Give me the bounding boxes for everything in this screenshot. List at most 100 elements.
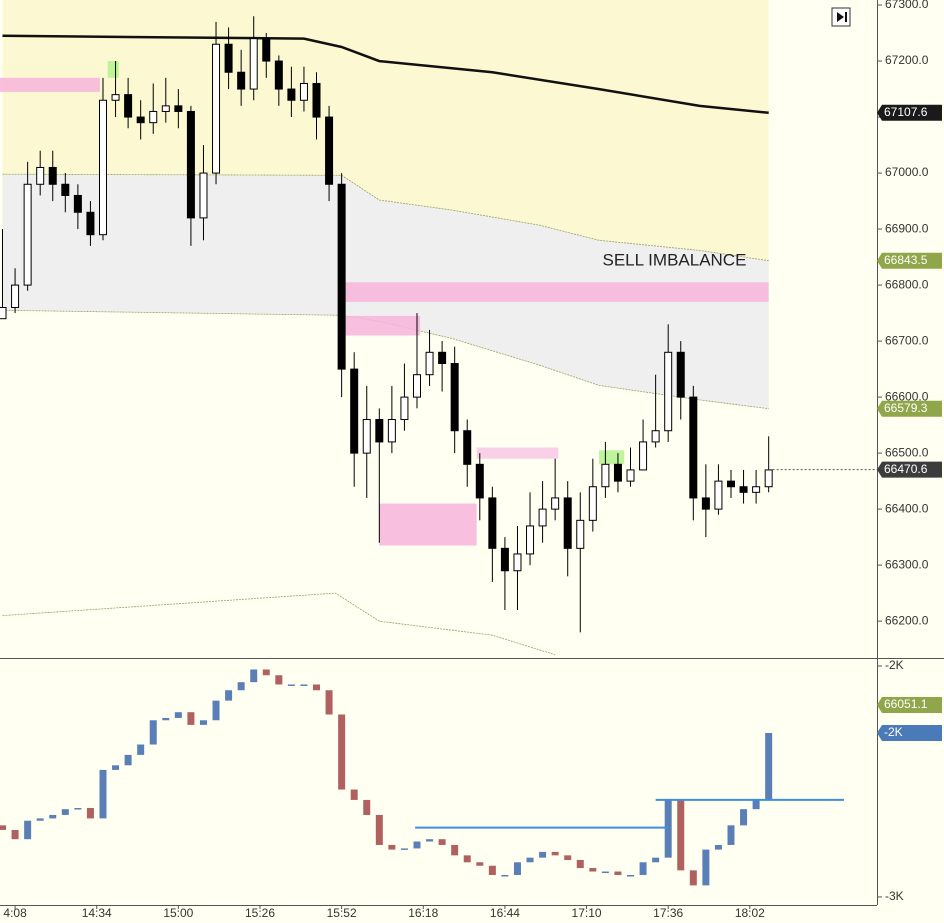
delta-bar	[627, 874, 635, 877]
price-badge	[877, 252, 942, 269]
candle-body	[563, 497, 572, 549]
candle-body	[676, 351, 685, 398]
candle-body	[224, 43, 233, 73]
candle-body	[689, 396, 698, 499]
delta-bar	[614, 871, 622, 875]
delta-bar	[49, 814, 57, 819]
delta-bar	[174, 712, 182, 718]
delta-bar	[375, 814, 383, 845]
delta-bar	[551, 851, 559, 856]
delta-bar	[426, 839, 434, 842]
play-button[interactable]	[831, 7, 851, 27]
delta-bar	[149, 720, 157, 745]
price-badge	[877, 104, 942, 121]
y-tick-label: 66500.0	[885, 445, 929, 459]
candle-body	[299, 82, 308, 101]
info-badge-label: 66051.1	[884, 697, 928, 711]
candle-body	[714, 480, 723, 510]
delta-bar	[11, 829, 19, 840]
y-tick-label: 66300.0	[885, 557, 929, 571]
y-tick-label: 66400.0	[885, 501, 929, 515]
delta-bar	[727, 825, 735, 845]
price-badge-label: 66579.3	[884, 401, 928, 415]
candle-body	[287, 88, 296, 101]
candle-body	[350, 368, 359, 454]
delta-bar	[539, 851, 547, 858]
candle-body	[488, 497, 497, 549]
candle-body	[312, 82, 321, 118]
delta-bar	[564, 855, 572, 860]
imbalance-zone	[107, 61, 119, 78]
candle-body	[626, 469, 635, 482]
candle-body	[639, 441, 648, 471]
delta-bar	[287, 684, 295, 686]
delta-bar	[740, 809, 748, 826]
candle-body	[237, 71, 246, 90]
price-badge	[877, 400, 942, 417]
imbalance-zone	[379, 503, 477, 546]
candle-body	[249, 38, 258, 90]
candle-body	[513, 553, 522, 572]
upper-zone	[2, 0, 769, 261]
delta-bar	[99, 769, 107, 819]
delta-bar	[513, 862, 521, 875]
x-tick-label: 15:26	[245, 906, 275, 920]
imbalance-zone	[341, 315, 421, 336]
x-tick-label: 14:34	[82, 906, 112, 920]
candle-body	[375, 419, 384, 443]
delta-bar	[413, 841, 421, 849]
candle-body	[613, 463, 622, 482]
delta-bar	[325, 690, 333, 715]
x-tick-label: 15:00	[163, 906, 193, 920]
candle-body	[174, 105, 183, 112]
y-tick-label: 66700.0	[885, 333, 929, 347]
candle-body	[48, 166, 57, 185]
candle-body	[23, 183, 32, 286]
candle-body	[701, 497, 710, 510]
y-tick-label: 66900.0	[885, 221, 929, 235]
delta-bar	[652, 857, 660, 863]
imbalance-zone	[476, 447, 559, 459]
candle-body	[362, 419, 371, 454]
candle-body	[86, 211, 95, 236]
candle-body	[752, 486, 761, 493]
candle-body	[274, 60, 283, 90]
delta-bar	[451, 844, 459, 856]
delta-bar	[388, 844, 396, 850]
candle-body	[538, 508, 547, 527]
delta-bar	[162, 717, 170, 721]
price-badge-label: 66843.5	[884, 253, 928, 267]
y-tick-label: 66600.0	[885, 389, 929, 403]
candle-body	[136, 116, 145, 124]
imbalance-zone	[0, 77, 100, 92]
y-tick-label: 67300.0	[885, 0, 929, 11]
delta-bar	[187, 712, 195, 725]
delta-bar	[639, 862, 647, 875]
y-tick-label: 67000.0	[885, 165, 929, 179]
price-badge-label: -2K	[884, 725, 903, 739]
delta-bar	[275, 675, 283, 685]
candle-body	[111, 94, 120, 101]
x-tick-label: 16:18	[408, 906, 438, 920]
candle-body	[73, 194, 82, 213]
y-tick-label: 66800.0	[885, 277, 929, 291]
candle-body	[325, 116, 334, 185]
annotation: SELL IMBALANCE	[603, 250, 747, 269]
candle-body	[124, 94, 133, 118]
candle-body	[400, 396, 409, 421]
candle-body	[186, 110, 195, 219]
delta-bar	[36, 818, 44, 821]
candle-body	[739, 486, 748, 493]
candle-body	[199, 172, 208, 219]
candle-body	[412, 374, 421, 398]
delta-bar	[438, 839, 446, 845]
candle-body	[588, 486, 597, 521]
x-tick-label: 4:08	[3, 906, 27, 920]
delta-bar	[765, 732, 773, 800]
delta-bar	[300, 684, 308, 686]
delta-bar	[677, 799, 685, 871]
candle-body	[0, 306, 7, 320]
delta-bar	[363, 799, 371, 815]
delta-bar	[262, 669, 270, 676]
